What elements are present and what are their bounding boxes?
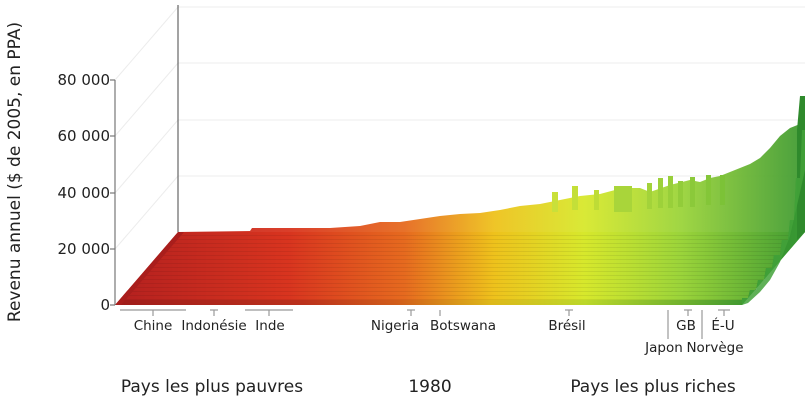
right-stair-faces [742, 130, 805, 305]
y-tick-0: 0 [100, 296, 110, 314]
back-wall-grid [114, 6, 805, 250]
country-label-gb: GB [676, 318, 696, 334]
country-label-inde: Inde [255, 318, 285, 334]
x-label-poorest: Pays les plus pauvres [120, 377, 304, 397]
country-label-japon: Japon [645, 340, 683, 356]
y-tick-80000: 80 000 [57, 71, 111, 89]
floor-texture [115, 232, 805, 305]
back-row-bars [552, 175, 725, 212]
country-label-eu: É-U [711, 318, 735, 334]
y-axis-title: Revenu annuel ($ de 2005, en PPA) [5, 21, 25, 323]
y-tick-60000: 60 000 [57, 127, 111, 145]
y-tick-20000: 20 000 [57, 240, 111, 258]
country-label-nigeria: Nigeria [370, 318, 420, 334]
country-brackets [120, 309, 730, 339]
x-label-richest: Pays les plus riches [570, 377, 736, 397]
country-label-norvege: Norvège [686, 340, 744, 356]
front-face [115, 300, 742, 305]
country-label-botswana: Botswana [430, 318, 496, 334]
country-label-indonesie: Indonésie [181, 318, 247, 334]
country-label-chine: Chine [133, 318, 173, 334]
y-tick-40000: 40 000 [57, 184, 111, 202]
left-side-face [115, 232, 184, 305]
country-label-bresil: Brésil [548, 318, 586, 334]
y-axis [110, 79, 116, 306]
year-label: 1980 [408, 377, 452, 397]
